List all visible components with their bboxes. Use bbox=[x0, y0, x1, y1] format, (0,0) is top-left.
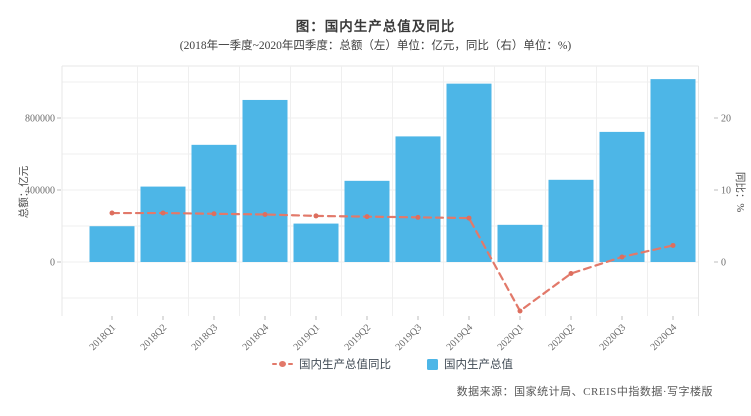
gdp-bars bbox=[89, 79, 696, 262]
svg-text:2020Q3: 2020Q3 bbox=[598, 322, 629, 353]
svg-text:2020Q2: 2020Q2 bbox=[547, 322, 578, 353]
svg-text:2018Q4: 2018Q4 bbox=[241, 322, 272, 353]
svg-text:2018Q1: 2018Q1 bbox=[88, 322, 119, 353]
svg-text:400000: 400000 bbox=[25, 186, 55, 197]
left-axis: 0 400000 800000 bbox=[25, 114, 61, 269]
svg-text:2019Q2: 2019Q2 bbox=[343, 322, 374, 353]
yoy-line bbox=[110, 211, 675, 313]
svg-text:2019Q1: 2019Q1 bbox=[292, 322, 323, 353]
svg-text:10: 10 bbox=[721, 186, 731, 197]
chart-subtitle: (2018年一季度~2020年四季度：总额（左）单位：亿元，同比（右）单位：%) bbox=[179, 40, 572, 52]
svg-text:2019Q4: 2019Q4 bbox=[445, 322, 476, 353]
legend-label-gdp: 国内生产总值 bbox=[444, 359, 513, 371]
x-axis: 2018Q1 2018Q2 2018Q3 2018Q4 2019Q1 2019Q2 2019… bbox=[88, 316, 680, 353]
svg-text:2018Q2: 2018Q2 bbox=[139, 322, 170, 353]
bar-series-marker-icon bbox=[427, 358, 438, 370]
line-series-marker-icon bbox=[272, 361, 293, 367]
svg-text:0: 0 bbox=[721, 258, 726, 269]
svg-text:2020Q4: 2020Q4 bbox=[649, 322, 680, 353]
left-axis-title: 总额：亿元 bbox=[17, 165, 30, 218]
legend-item-gdp: 国内生产总值 bbox=[427, 356, 513, 372]
legend: 国内生产总值同比 国内生产总值 bbox=[0, 356, 751, 372]
svg-text:2019Q3: 2019Q3 bbox=[394, 322, 425, 353]
legend-label-yoy: 国内生产总值同比 bbox=[299, 359, 391, 371]
right-axis-title: 同比：% bbox=[734, 172, 747, 212]
svg-text:20: 20 bbox=[721, 114, 731, 125]
right-axis: 0 10 20 bbox=[714, 114, 731, 269]
svg-text:2020Q1: 2020Q1 bbox=[496, 322, 527, 353]
svg-text:2018Q3: 2018Q3 bbox=[190, 322, 221, 353]
svg-text:0: 0 bbox=[50, 258, 55, 269]
svg-text:800000: 800000 bbox=[25, 114, 55, 125]
yoy-line-markers bbox=[109, 210, 676, 314]
data-source-note: 数据来源：国家统计局、CREIS中指数据·写字楼版 bbox=[456, 386, 713, 398]
chart-title: 图：国内生产总值及同比 bbox=[295, 19, 456, 34]
legend-item-yoy: 国内生产总值同比 bbox=[272, 356, 391, 372]
